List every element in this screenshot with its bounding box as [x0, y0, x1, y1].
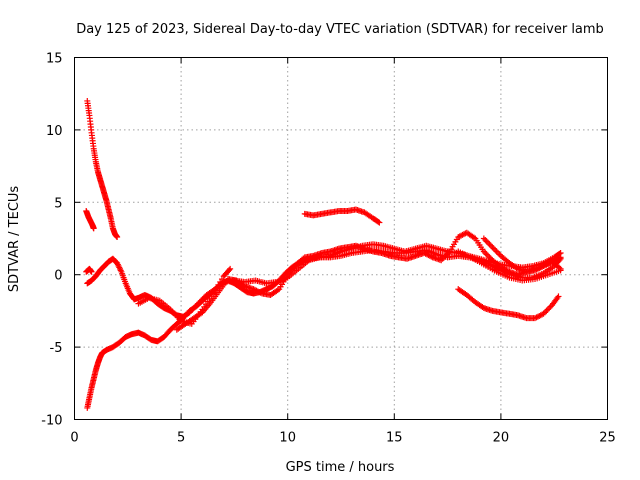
- data-point: [482, 249, 489, 256]
- data-point: [480, 235, 487, 242]
- data-point: [543, 307, 550, 314]
- data-point: [483, 238, 490, 245]
- data-point: [90, 225, 97, 232]
- x-axis-label: GPS time / hours: [286, 460, 395, 475]
- data-point: [485, 239, 492, 246]
- data-point: [495, 249, 502, 256]
- data-point: [88, 268, 95, 275]
- data-point: [487, 242, 494, 249]
- data-point: [482, 236, 489, 243]
- y-axis-label: SDTVAR / TECUs: [7, 186, 22, 293]
- plot-frame: [74, 57, 608, 420]
- x-tick-labels: 0 5 10 15 20 25: [70, 431, 615, 446]
- x-tick-label: 25: [599, 431, 616, 446]
- x-tick-label: 5: [177, 431, 185, 446]
- y-tick-label: 5: [54, 196, 62, 211]
- data-point: [438, 257, 445, 264]
- data-point: [557, 267, 564, 274]
- gridlines: [74, 57, 608, 420]
- y-tick-labels: 15 10 5 0 -5 -10: [41, 52, 62, 429]
- chart-title: Day 125 of 2023, Sidereal Day-to-day VTE…: [76, 22, 604, 37]
- data-point: [375, 218, 382, 225]
- data-series-track-1: [84, 97, 121, 241]
- data-markers: [83, 97, 564, 411]
- x-tick-label: 10: [279, 431, 296, 446]
- data-series-track-10: [455, 248, 564, 284]
- data-point: [492, 247, 499, 254]
- data-point: [227, 265, 234, 272]
- data-point: [485, 252, 492, 259]
- data-series-track-8: [301, 206, 383, 226]
- x-tick-label: 15: [386, 431, 403, 446]
- data-point: [557, 254, 564, 261]
- data-point: [486, 241, 493, 248]
- data-point: [483, 251, 490, 258]
- x-tick-label: 0: [70, 431, 78, 446]
- data-point: [493, 248, 500, 255]
- y-tick-label: 15: [46, 52, 63, 67]
- data-point: [489, 244, 496, 251]
- data-series-track-11: [480, 235, 564, 275]
- data-point: [490, 245, 497, 252]
- data-series-track-9: [455, 286, 562, 322]
- data-series-track-3: [83, 265, 95, 275]
- data-series-track-4: [84, 247, 564, 320]
- data-point: [546, 305, 553, 312]
- data-point: [376, 219, 383, 226]
- data-point: [226, 267, 233, 274]
- y-tick-label: -5: [50, 341, 63, 356]
- data-point: [555, 293, 562, 300]
- data-series-track-2: [83, 207, 97, 232]
- data-point: [544, 306, 551, 313]
- data-point: [114, 234, 121, 241]
- x-tick-label: 20: [493, 431, 510, 446]
- y-tick-label: 0: [54, 269, 62, 284]
- y-tick-label: -10: [41, 414, 62, 429]
- y-tick-label: 10: [46, 124, 63, 139]
